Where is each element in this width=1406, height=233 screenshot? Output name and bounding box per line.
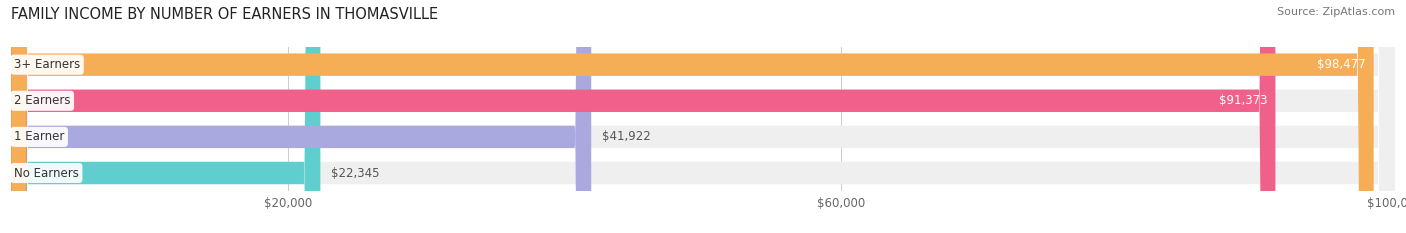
Text: $41,922: $41,922 bbox=[602, 130, 651, 143]
FancyBboxPatch shape bbox=[11, 0, 1395, 233]
Text: 1 Earner: 1 Earner bbox=[14, 130, 65, 143]
FancyBboxPatch shape bbox=[11, 0, 1374, 233]
FancyBboxPatch shape bbox=[11, 0, 592, 233]
FancyBboxPatch shape bbox=[11, 0, 1395, 233]
Text: 2 Earners: 2 Earners bbox=[14, 94, 70, 107]
FancyBboxPatch shape bbox=[11, 0, 1395, 233]
FancyBboxPatch shape bbox=[11, 0, 321, 233]
FancyBboxPatch shape bbox=[11, 0, 1275, 233]
Text: No Earners: No Earners bbox=[14, 167, 79, 179]
Text: $91,373: $91,373 bbox=[1219, 94, 1267, 107]
Text: $98,477: $98,477 bbox=[1317, 58, 1365, 71]
Text: Source: ZipAtlas.com: Source: ZipAtlas.com bbox=[1277, 7, 1395, 17]
FancyBboxPatch shape bbox=[11, 0, 1395, 233]
Text: 3+ Earners: 3+ Earners bbox=[14, 58, 80, 71]
Text: $22,345: $22,345 bbox=[332, 167, 380, 179]
Text: FAMILY INCOME BY NUMBER OF EARNERS IN THOMASVILLE: FAMILY INCOME BY NUMBER OF EARNERS IN TH… bbox=[11, 7, 439, 22]
